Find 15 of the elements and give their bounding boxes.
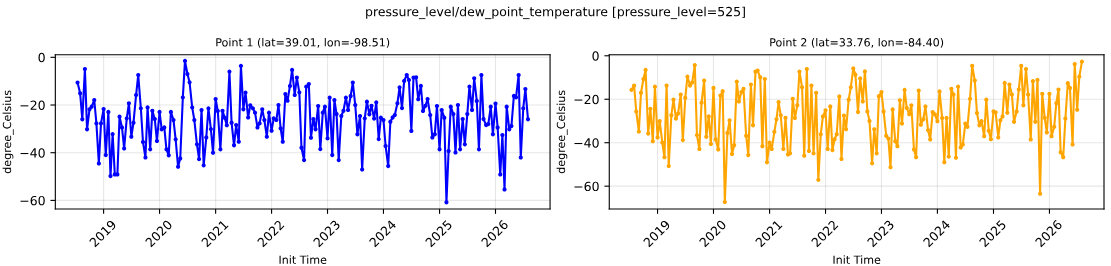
x-axis-title: Init Time	[833, 255, 881, 264]
y-tick-label: −60	[20, 195, 45, 206]
y-tick-label: −40	[574, 138, 599, 148]
chart-title: Point 1 (lat=39.01, lon=-98.51)	[216, 37, 390, 48]
x-axis-title: Init Time	[279, 255, 327, 264]
y-axis-title: degree_Celsius	[556, 90, 568, 174]
y-tick-label: −40	[20, 148, 45, 158]
y-tick-label: −20	[574, 94, 599, 105]
text: pressure_level/dew_point_temperature [pressure_level=525]	[366, 6, 745, 20]
y-tick-label: 0	[592, 51, 599, 61]
y-tick-label: −20	[20, 100, 45, 110]
chart-title: Point 2 (lat=33.76, lon=-84.40)	[770, 37, 944, 48]
y-axis-title: degree_Celsius	[2, 90, 14, 174]
y-tick-label: −60	[574, 181, 599, 192]
y-tick-label: 0	[38, 52, 45, 63]
